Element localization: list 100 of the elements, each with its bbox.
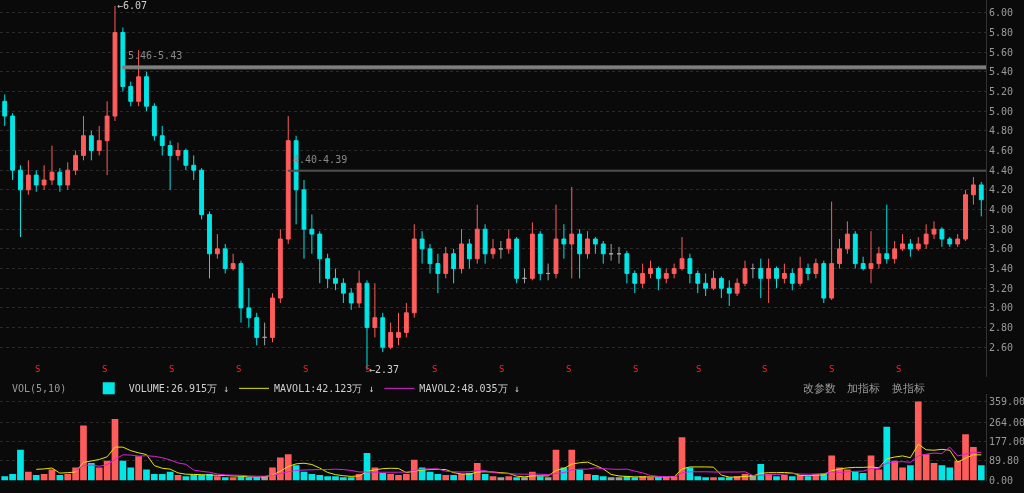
candlestick <box>25 159 31 196</box>
y-tick-label: 5.80 <box>989 26 1014 38</box>
y-tick-label: 5.00 <box>989 105 1014 117</box>
y-tick-label: 0.00 <box>989 475 1014 487</box>
candlestick <box>789 268 795 291</box>
annotation: S <box>236 364 242 374</box>
annotation: S <box>169 364 175 374</box>
candlestick <box>191 154 197 181</box>
candlestick <box>254 312 260 346</box>
candlestick <box>892 240 898 265</box>
y-tick-label: 4.80 <box>989 125 1014 137</box>
candlestick <box>18 164 23 238</box>
candlestick <box>159 125 165 156</box>
candlestick <box>821 260 827 304</box>
annotation: ←2.37 <box>369 364 400 375</box>
candlestick <box>49 145 55 186</box>
y-tick-label: 5.60 <box>989 46 1014 58</box>
candlestick <box>852 230 858 270</box>
bar <box>773 476 780 481</box>
bar <box>32 475 40 481</box>
bar <box>568 449 576 481</box>
annotation: S <box>499 364 505 374</box>
candlestick <box>947 236 953 248</box>
bar <box>379 472 387 481</box>
candlestick <box>443 246 449 279</box>
candlestick <box>222 243 228 274</box>
candlestick <box>411 223 417 319</box>
candlestick <box>238 260 244 324</box>
candlestick <box>33 169 39 193</box>
candlestick <box>270 292 275 343</box>
candlestick <box>915 236 921 252</box>
candlestick <box>655 266 661 291</box>
annotation: 改参数 <box>803 382 836 395</box>
candlestick <box>151 102 157 142</box>
legend-label: MAVOL1:42.123万 ↓ <box>274 383 375 395</box>
candlestick <box>797 256 803 287</box>
candlestick <box>640 263 646 289</box>
y-tick-label: 6.00 <box>989 7 1014 19</box>
candlestick <box>978 181 984 217</box>
candlestick <box>671 263 677 279</box>
annotation: S <box>365 364 371 374</box>
candlestick <box>388 322 394 350</box>
candlestick <box>419 230 425 265</box>
candlestick <box>451 248 457 284</box>
candlestick <box>207 210 212 279</box>
candlestick <box>837 238 842 270</box>
candlestick <box>317 230 323 284</box>
candlestick <box>884 204 890 265</box>
bar <box>135 456 142 481</box>
y-tick-label: 4.00 <box>989 204 1014 216</box>
candlestick <box>65 161 71 191</box>
bar <box>907 465 914 481</box>
bar <box>536 476 544 481</box>
candlestick <box>679 236 685 272</box>
annotation: S <box>762 364 768 374</box>
annotation: 换指标 <box>892 382 925 395</box>
y-tick-label: 3.20 <box>989 282 1014 294</box>
candlestick <box>616 246 622 265</box>
candlestick <box>144 71 149 112</box>
y-tick-label: 2.60 <box>989 341 1014 353</box>
candlestick <box>120 27 126 92</box>
candlestick <box>230 253 236 272</box>
candlestick <box>648 260 653 279</box>
candlestick <box>703 272 709 297</box>
annotation: S <box>303 364 309 374</box>
y-tick-label: 4.60 <box>989 145 1014 156</box>
candlestick <box>262 322 268 346</box>
candlestick <box>41 164 47 191</box>
annotation: S <box>102 364 108 374</box>
candlestick <box>333 268 338 291</box>
candlestick <box>498 240 504 260</box>
candlestick <box>585 230 590 260</box>
y-tick-label: 4.40 <box>989 164 1014 176</box>
candlestick <box>81 115 86 161</box>
candlestick <box>632 270 638 294</box>
candlestick <box>466 238 472 270</box>
candlestick <box>474 204 480 265</box>
candlestick <box>608 243 614 262</box>
candlestick <box>325 253 331 289</box>
candlestick <box>167 140 173 191</box>
candlestick <box>726 279 732 307</box>
candlestick <box>931 220 937 240</box>
y-tick-label: 3.60 <box>989 243 1014 255</box>
bar <box>442 475 450 481</box>
candlestick <box>734 277 740 297</box>
y-tick-label: 264.00 <box>989 416 1024 428</box>
y-tick-label: 359.00 <box>989 396 1024 408</box>
candlestick <box>380 312 386 353</box>
candlestick <box>435 253 441 294</box>
candlestick <box>923 223 929 250</box>
candlestick <box>537 230 543 281</box>
candlestick <box>781 263 787 284</box>
annotation: S <box>35 364 41 374</box>
candlestick <box>183 148 189 171</box>
candlestick <box>577 228 583 279</box>
candlestick <box>482 223 488 265</box>
candlestick <box>2 93 8 127</box>
y-tick-label: 5.20 <box>989 85 1014 97</box>
candlestick <box>805 263 811 281</box>
candlestick <box>907 238 913 258</box>
